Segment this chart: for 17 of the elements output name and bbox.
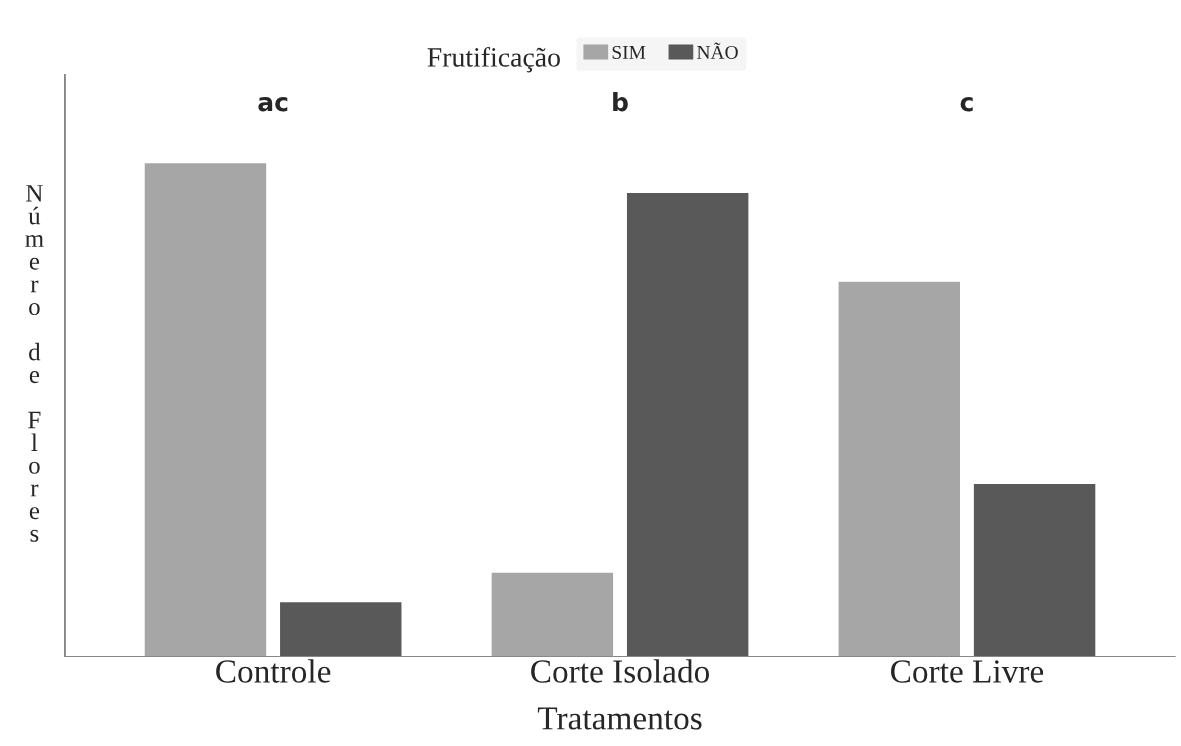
bar bbox=[280, 602, 402, 657]
x-tick-label: Corte Isolado bbox=[531, 659, 710, 683]
bar bbox=[838, 281, 961, 657]
x-tick-label: Controle bbox=[216, 659, 331, 683]
text: ac bbox=[258, 97, 288, 112]
text: b bbox=[613, 92, 628, 112]
text: c bbox=[960, 97, 973, 112]
legend-label: SIM bbox=[612, 45, 646, 59]
bar bbox=[626, 192, 749, 657]
x-axis-title: Tratamentos bbox=[537, 707, 702, 730]
bar bbox=[491, 572, 614, 657]
bar bbox=[973, 483, 1096, 657]
text: Número de Flores bbox=[25, 185, 44, 542]
legend-label: NÃO bbox=[697, 42, 738, 59]
bar bbox=[144, 163, 267, 657]
legend-title: Frutificação bbox=[427, 46, 560, 73]
x-tick-label: Corte Livre bbox=[891, 660, 1044, 683]
